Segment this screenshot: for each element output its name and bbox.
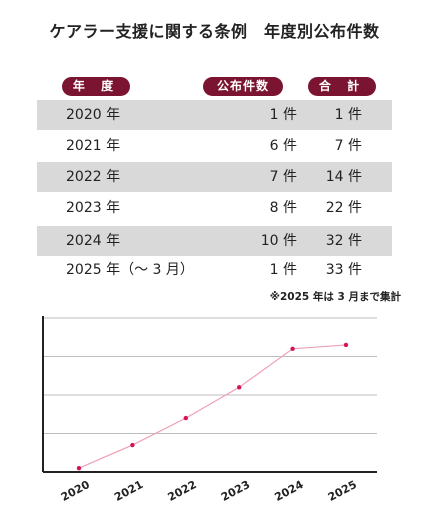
year-cell: 2025 年（〜 3 月） (66, 262, 194, 278)
line-chart: 2020 2021 2022 2023 2024 2025 (42, 316, 377, 504)
x-tick-label: 2025 (326, 478, 359, 504)
table-row: 2020 年 1 件 1 件 (37, 100, 392, 130)
data-points (76, 342, 349, 471)
table-row: 2022 年 7 件 14 件 (37, 162, 392, 192)
series-line (78, 344, 347, 469)
data-point (290, 346, 295, 351)
table-row: 2021 年 6 件 7 件 (37, 131, 392, 161)
total-cell: 14 件 (325, 169, 362, 185)
count-cell: 8 件 (269, 200, 297, 216)
x-tick-label: 2024 (272, 478, 305, 504)
year-cell: 2023 年 (66, 200, 121, 216)
data-point (237, 385, 242, 390)
x-tick-label: 2020 (59, 478, 92, 504)
total-cell: 22 件 (325, 200, 362, 216)
year-cell: 2021 年 (66, 138, 121, 154)
table-row: 2024 年 10 件 32 件 (37, 226, 392, 256)
total-cell: 33 件 (325, 262, 362, 278)
grid (43, 317, 377, 434)
table-row: 2023 年 8 件 22 件 (37, 193, 392, 223)
count-cell: 6 件 (269, 138, 297, 154)
data-point (343, 342, 349, 348)
table-row: 2025 年（〜 3 月） 1 件 33 件 (37, 255, 392, 285)
total-cell: 7 件 (334, 138, 362, 154)
data-point (183, 415, 188, 421)
page-title: ケアラー支援に関する条例 年度別公布件数 (49, 22, 380, 41)
data-point (76, 465, 82, 471)
count-cell: 10 件 (260, 233, 297, 249)
year-cell: 2020 年 (66, 107, 121, 123)
x-tick-label: 2021 (112, 478, 145, 504)
total-cell: 1 件 (334, 107, 362, 123)
x-tick-labels: 2020 2021 2022 2023 2024 2025 (59, 478, 359, 504)
count-cell: 1 件 (269, 107, 297, 123)
total-cell: 32 件 (325, 233, 362, 249)
year-cell: 2024 年 (66, 233, 121, 249)
header-total: 合 計 (308, 77, 376, 96)
x-tick-label: 2023 (219, 478, 252, 504)
data-point (130, 442, 135, 448)
count-cell: 7 件 (269, 169, 297, 185)
x-tick-label: 2022 (166, 478, 199, 504)
header-count: 公布件数 (203, 77, 283, 96)
count-cell: 1 件 (269, 262, 297, 278)
year-cell: 2022 年 (66, 169, 121, 185)
header-year: 年 度 (62, 77, 130, 96)
footnote: ※2025 年は 3 月まで集計 (269, 291, 401, 303)
